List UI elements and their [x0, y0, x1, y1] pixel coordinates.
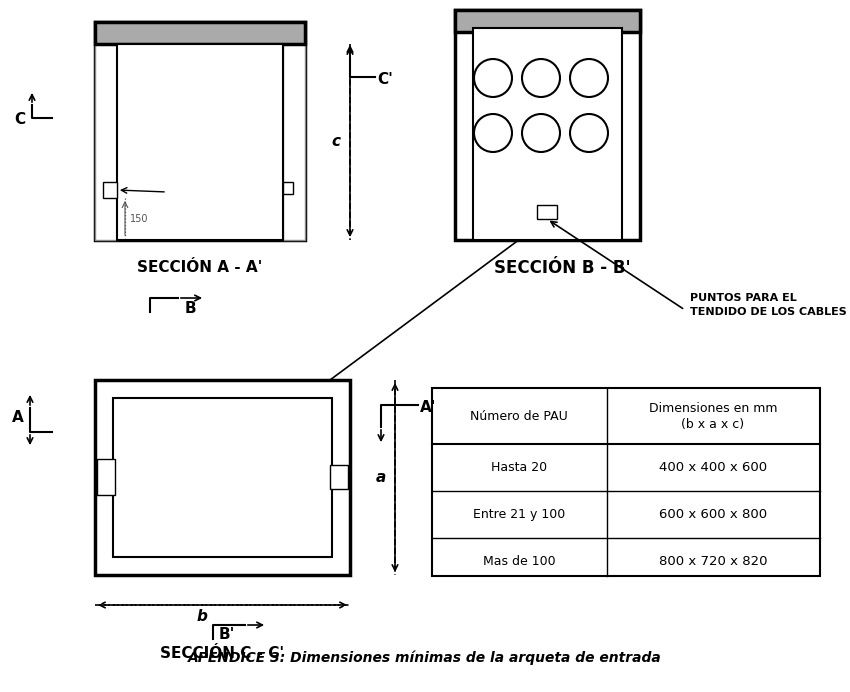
- Bar: [95, 44, 117, 240]
- Text: PUNTOS PARA EL
TENDIDO DE LOS CABLES: PUNTOS PARA EL TENDIDO DE LOS CABLES: [690, 293, 847, 317]
- Text: SECCIÓN A - A': SECCIÓN A - A': [138, 260, 263, 275]
- Bar: [103, 182, 117, 198]
- Text: c: c: [332, 134, 341, 149]
- Circle shape: [474, 59, 512, 97]
- Bar: [330, 465, 348, 489]
- Text: Número de PAU: Número de PAU: [470, 410, 568, 423]
- Text: 400 x 400 x 600: 400 x 400 x 600: [659, 462, 767, 475]
- Circle shape: [474, 114, 512, 152]
- Circle shape: [570, 114, 608, 152]
- Bar: [95, 22, 305, 240]
- Text: B: B: [184, 301, 196, 316]
- Bar: [537, 205, 557, 219]
- Text: 150: 150: [130, 214, 149, 224]
- Bar: [455, 10, 640, 240]
- Text: C: C: [14, 113, 26, 127]
- Bar: [432, 388, 820, 576]
- Text: a: a: [376, 469, 386, 484]
- Bar: [113, 398, 332, 557]
- Bar: [283, 44, 305, 240]
- Bar: [95, 22, 305, 44]
- Bar: [95, 44, 117, 240]
- Text: SECCIÓN B - B': SECCIÓN B - B': [494, 259, 631, 277]
- Text: Hasta 20: Hasta 20: [491, 462, 547, 475]
- Text: B': B': [218, 627, 235, 642]
- Circle shape: [570, 59, 608, 97]
- Bar: [455, 10, 640, 32]
- Text: C': C': [377, 71, 393, 86]
- Text: b: b: [196, 609, 207, 624]
- Bar: [283, 44, 305, 240]
- Circle shape: [522, 59, 560, 97]
- Text: 800 x 720 x 820: 800 x 720 x 820: [659, 556, 768, 568]
- Bar: [117, 44, 283, 240]
- Text: Entre 21 y 100: Entre 21 y 100: [473, 509, 565, 521]
- Bar: [95, 380, 350, 575]
- Circle shape: [522, 114, 560, 152]
- Bar: [97, 459, 115, 495]
- Text: Dimensiones en mm
(b x a x c): Dimensiones en mm (b x a x c): [649, 401, 777, 430]
- Text: Mas de 100: Mas de 100: [483, 556, 555, 568]
- Text: SECCIÓN C - C': SECCIÓN C - C': [160, 646, 284, 660]
- Text: A: A: [12, 410, 24, 425]
- Text: APENDICE 3: Dimensiones mínimas de la arqueta de entrada: APENDICE 3: Dimensiones mínimas de la ar…: [188, 650, 662, 665]
- Bar: [473, 28, 622, 240]
- Text: A': A': [420, 399, 437, 415]
- Text: 600 x 600 x 800: 600 x 600 x 800: [659, 509, 767, 521]
- Bar: [283, 182, 293, 194]
